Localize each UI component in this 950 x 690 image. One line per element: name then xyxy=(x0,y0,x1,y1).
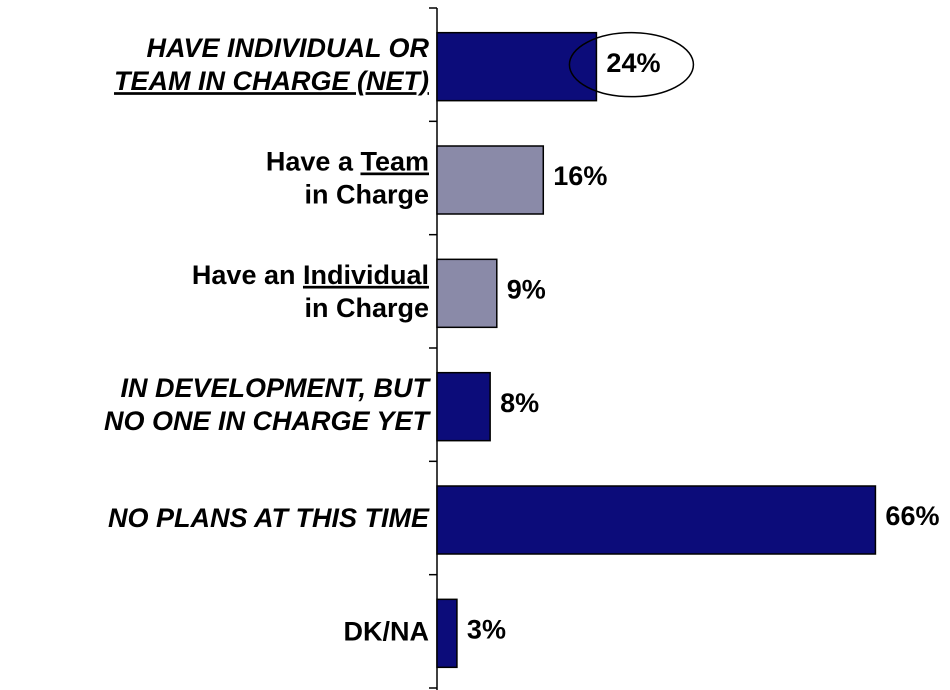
category-label-part: in Charge xyxy=(304,180,429,210)
value-label: 9% xyxy=(507,274,546,304)
category-label: in Charge xyxy=(304,293,429,323)
bar xyxy=(436,145,545,215)
bar xyxy=(436,258,498,329)
category-label: Have an Individual xyxy=(192,260,429,290)
category-label-part: TEAM IN CHARGE (NET) xyxy=(114,66,429,96)
category-label: in Charge xyxy=(304,180,429,210)
category-label: HAVE INDIVIDUAL OR xyxy=(146,33,429,63)
category-label-part: Individual xyxy=(303,260,429,290)
value-label: 3% xyxy=(467,614,506,644)
category-label: NO PLANS AT THIS TIME xyxy=(108,503,430,533)
bar xyxy=(436,485,877,555)
category-label-part: IN DEVELOPMENT, BUT xyxy=(120,373,431,403)
value-label: 16% xyxy=(553,161,607,191)
bar xyxy=(436,31,598,102)
value-label: 24% xyxy=(606,48,660,78)
category-label-part: NO ONE IN CHARGE YET xyxy=(104,406,432,436)
category-label: Have a Team xyxy=(266,147,429,177)
category-label-part: HAVE INDIVIDUAL OR xyxy=(146,33,429,63)
value-label: 8% xyxy=(500,388,539,418)
category-label: DK/NA xyxy=(344,616,430,646)
category-label: NO ONE IN CHARGE YET xyxy=(104,406,432,436)
category-label: TEAM IN CHARGE (NET) xyxy=(114,66,429,96)
bar xyxy=(436,371,491,442)
category-label-part: NO PLANS AT THIS TIME xyxy=(108,503,430,533)
highlight-ellipse xyxy=(568,31,695,98)
value-label: 66% xyxy=(885,501,939,531)
category-label-part: Team xyxy=(360,147,429,177)
category-label-part: in Charge xyxy=(304,293,429,323)
bar xyxy=(436,598,458,669)
category-label-part: DK/NA xyxy=(344,616,430,646)
category-label-part: Have an xyxy=(192,260,303,290)
category-label-part: Have a xyxy=(266,147,361,177)
category-label: IN DEVELOPMENT, BUT xyxy=(120,373,431,403)
